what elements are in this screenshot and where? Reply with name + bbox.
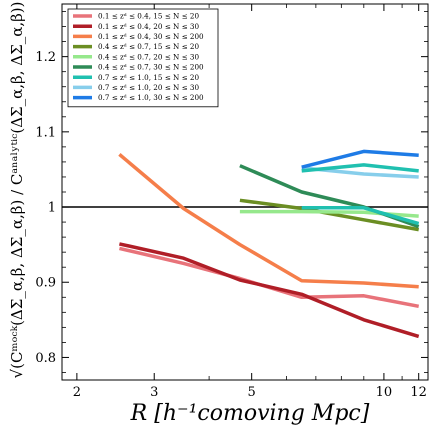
- series-line-9: [301, 149, 419, 169]
- legend-label: 0.7 ≤ zᵈ ≤ 1.0, 15 ≤ N ≤ 20: [98, 73, 199, 82]
- x-tick-label: 12: [410, 385, 427, 400]
- series-line-3: [118, 153, 419, 289]
- legend-label: 0.4 ≤ zᵈ ≤ 0.7, 20 ≤ N ≤ 30: [98, 52, 199, 61]
- plot-area: [62, 149, 428, 339]
- x-axis-label: R [h⁻¹comoving Mpc]: [130, 401, 370, 426]
- series-line-1: [119, 246, 420, 309]
- y-tick-label: 1.2: [35, 50, 56, 65]
- y-tick-label: 0.8: [35, 351, 56, 366]
- legend-label: 0.1 ≤ zᵈ ≤ 0.4, 30 ≤ N ≤ 200: [98, 32, 204, 41]
- legend-label: 0.1 ≤ zᵈ ≤ 0.4, 20 ≤ N ≤ 30: [98, 22, 199, 31]
- series-line-4: [239, 198, 420, 232]
- legend-box: [67, 8, 219, 108]
- legend: 0.1 ≤ zᵈ ≤ 0.4, 15 ≤ N ≤ 200.1 ≤ zᵈ ≤ 0.…: [67, 8, 219, 108]
- y-tick-label: 1.1: [35, 125, 56, 140]
- x-tick-label: 10: [376, 385, 393, 400]
- legend-label: 0.7 ≤ zᵈ ≤ 1.0, 30 ≤ N ≤ 200: [98, 93, 204, 102]
- series-line-2: [119, 242, 420, 339]
- y-tick-label: 1: [48, 201, 56, 216]
- y-tick-label: 0.9: [35, 276, 56, 291]
- x-tick-label: 5: [248, 385, 256, 400]
- y-axis-label: √(Cᵐᵒᶜᵏ(ΔΣ_α,β, ΔΣ_α,β) / Cᵃⁿᵃˡʸᵗⁱᶜ(ΔΣ_α…: [8, 2, 26, 379]
- x-tick-label: 2: [73, 385, 81, 400]
- axes: 2 3 5 10 12 0.8 0.9 1 1.1 1.2: [35, 3, 429, 400]
- legend-label: 0.7 ≤ zᵈ ≤ 1.0, 20 ≤ N ≤ 30: [98, 83, 199, 92]
- legend-label: 0.4 ≤ zᵈ ≤ 0.7, 15 ≤ N ≤ 20: [98, 42, 199, 51]
- series-line-7: [301, 206, 420, 226]
- x-tick-label: 3: [150, 385, 158, 400]
- legend-label: 0.1 ≤ zᵈ ≤ 0.4, 15 ≤ N ≤ 20: [98, 12, 199, 21]
- series-line-extra-1: [301, 163, 419, 173]
- legend-label: 0.4 ≤ zᵈ ≤ 0.7, 30 ≤ N ≤ 200: [98, 63, 204, 72]
